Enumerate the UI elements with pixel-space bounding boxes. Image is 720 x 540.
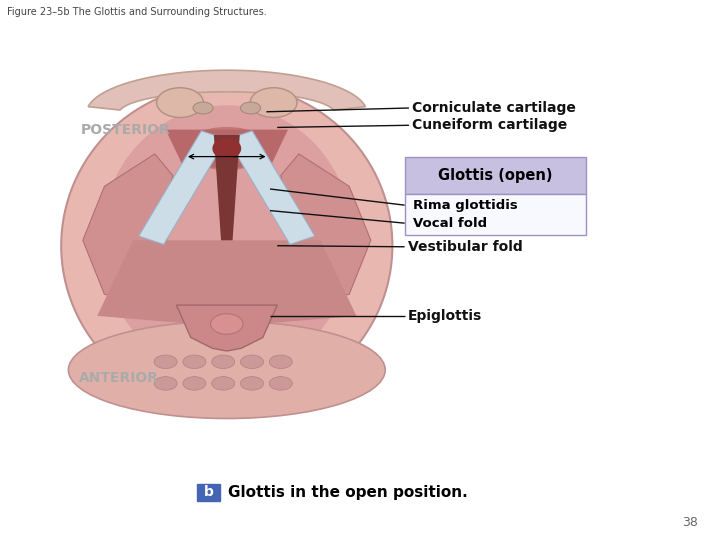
Ellipse shape bbox=[101, 105, 353, 375]
FancyBboxPatch shape bbox=[405, 194, 586, 235]
Ellipse shape bbox=[212, 355, 235, 368]
Text: Glottis (open): Glottis (open) bbox=[438, 168, 553, 183]
Ellipse shape bbox=[154, 355, 177, 368]
Polygon shape bbox=[166, 130, 288, 167]
Text: ANTERIOR: ANTERIOR bbox=[78, 371, 159, 385]
Ellipse shape bbox=[183, 355, 206, 368]
Text: POSTERIOR: POSTERIOR bbox=[81, 123, 171, 137]
Polygon shape bbox=[88, 70, 366, 110]
Text: Cuneiform cartilage: Cuneiform cartilage bbox=[412, 118, 567, 132]
Ellipse shape bbox=[154, 377, 177, 390]
Text: b: b bbox=[204, 485, 214, 500]
Polygon shape bbox=[139, 131, 226, 245]
Ellipse shape bbox=[269, 377, 292, 390]
Text: Corniculate cartilage: Corniculate cartilage bbox=[412, 101, 576, 115]
Polygon shape bbox=[97, 240, 356, 327]
Ellipse shape bbox=[212, 377, 235, 390]
Ellipse shape bbox=[240, 102, 261, 114]
Ellipse shape bbox=[61, 84, 392, 408]
Ellipse shape bbox=[212, 138, 241, 159]
Ellipse shape bbox=[251, 87, 297, 118]
Polygon shape bbox=[214, 135, 240, 240]
Polygon shape bbox=[277, 154, 371, 305]
Ellipse shape bbox=[240, 377, 264, 390]
Ellipse shape bbox=[211, 314, 243, 334]
Text: Rima glottidis: Rima glottidis bbox=[413, 199, 518, 212]
Text: 38: 38 bbox=[683, 516, 698, 529]
Polygon shape bbox=[83, 154, 176, 305]
Ellipse shape bbox=[240, 355, 264, 368]
FancyBboxPatch shape bbox=[405, 157, 586, 194]
Polygon shape bbox=[176, 305, 277, 351]
Text: Glottis in the open position.: Glottis in the open position. bbox=[228, 485, 467, 500]
Ellipse shape bbox=[269, 355, 292, 368]
Text: Vocal fold: Vocal fold bbox=[413, 217, 487, 230]
FancyBboxPatch shape bbox=[197, 484, 220, 501]
Text: Epiglottis: Epiglottis bbox=[408, 309, 482, 323]
Ellipse shape bbox=[157, 87, 204, 118]
Ellipse shape bbox=[183, 377, 206, 390]
Text: Vestibular fold: Vestibular fold bbox=[408, 240, 522, 254]
Text: Figure 23–5b The Glottis and Surrounding Structures.: Figure 23–5b The Glottis and Surrounding… bbox=[7, 7, 267, 17]
Ellipse shape bbox=[68, 321, 385, 419]
Ellipse shape bbox=[193, 102, 213, 114]
Polygon shape bbox=[228, 131, 315, 245]
Ellipse shape bbox=[184, 127, 270, 170]
